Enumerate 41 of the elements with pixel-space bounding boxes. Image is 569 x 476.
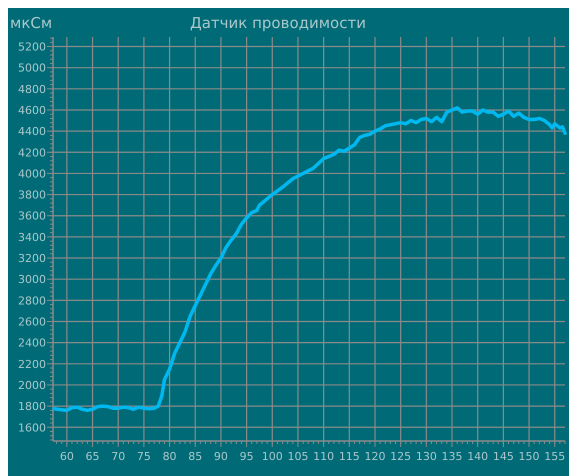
y-tick-label: 2600 (18, 315, 46, 328)
y-tick-label: 2200 (18, 358, 46, 371)
y-tick-label: 5000 (18, 62, 46, 75)
x-tick-label: 120 (364, 450, 386, 463)
y-tick-label: 3600 (18, 210, 46, 223)
y-tick-label: 1800 (18, 400, 46, 414)
y-tick-label: 4000 (18, 167, 46, 180)
x-tick-label: 145 (492, 450, 514, 463)
x-tick-label: 105 (287, 450, 308, 463)
x-tick-label: 95 (240, 450, 254, 463)
x-tick-label: 125 (390, 450, 412, 463)
y-tick-label: 1600 (18, 421, 46, 434)
x-tick-label: 70 (111, 450, 126, 463)
y-tick-label: 2000 (18, 378, 46, 392)
y-axis-title: мкСм (10, 14, 52, 32)
x-tick-label: 85 (188, 450, 202, 463)
x-tick-label: 155 (544, 450, 566, 463)
y-tick-label: 2800 (18, 294, 46, 308)
x-tick-label: 90 (214, 450, 228, 463)
x-tick-label: 115 (338, 450, 360, 463)
y-tick-label: 3400 (18, 230, 46, 244)
x-tick-label: 100 (262, 450, 283, 463)
y-tick-label: 4600 (18, 104, 46, 117)
y-tick-label: 5200 (18, 40, 46, 54)
x-tick-label: 130 (416, 450, 437, 463)
y-tick-label: 4800 (18, 82, 46, 96)
x-tick-label: 110 (313, 450, 334, 463)
y-tick-label: 3200 (18, 252, 46, 266)
chart-title: Датчик проводимости (190, 14, 366, 32)
y-tick-label: 2400 (18, 336, 46, 350)
x-tick-label: 150 (518, 450, 540, 463)
y-tick-label: 4200 (18, 146, 46, 160)
x-tick-label: 60 (60, 450, 74, 463)
y-tick-label: 3800 (18, 188, 46, 202)
x-tick-label: 65 (86, 450, 100, 463)
y-tick-label: 4400 (18, 125, 46, 138)
x-tick-label: 135 (442, 450, 463, 463)
y-tick-label: 3000 (18, 273, 46, 286)
x-tick-label: 140 (467, 450, 488, 463)
x-tick-label: 80 (162, 450, 177, 463)
x-tick-label: 75 (136, 450, 151, 463)
